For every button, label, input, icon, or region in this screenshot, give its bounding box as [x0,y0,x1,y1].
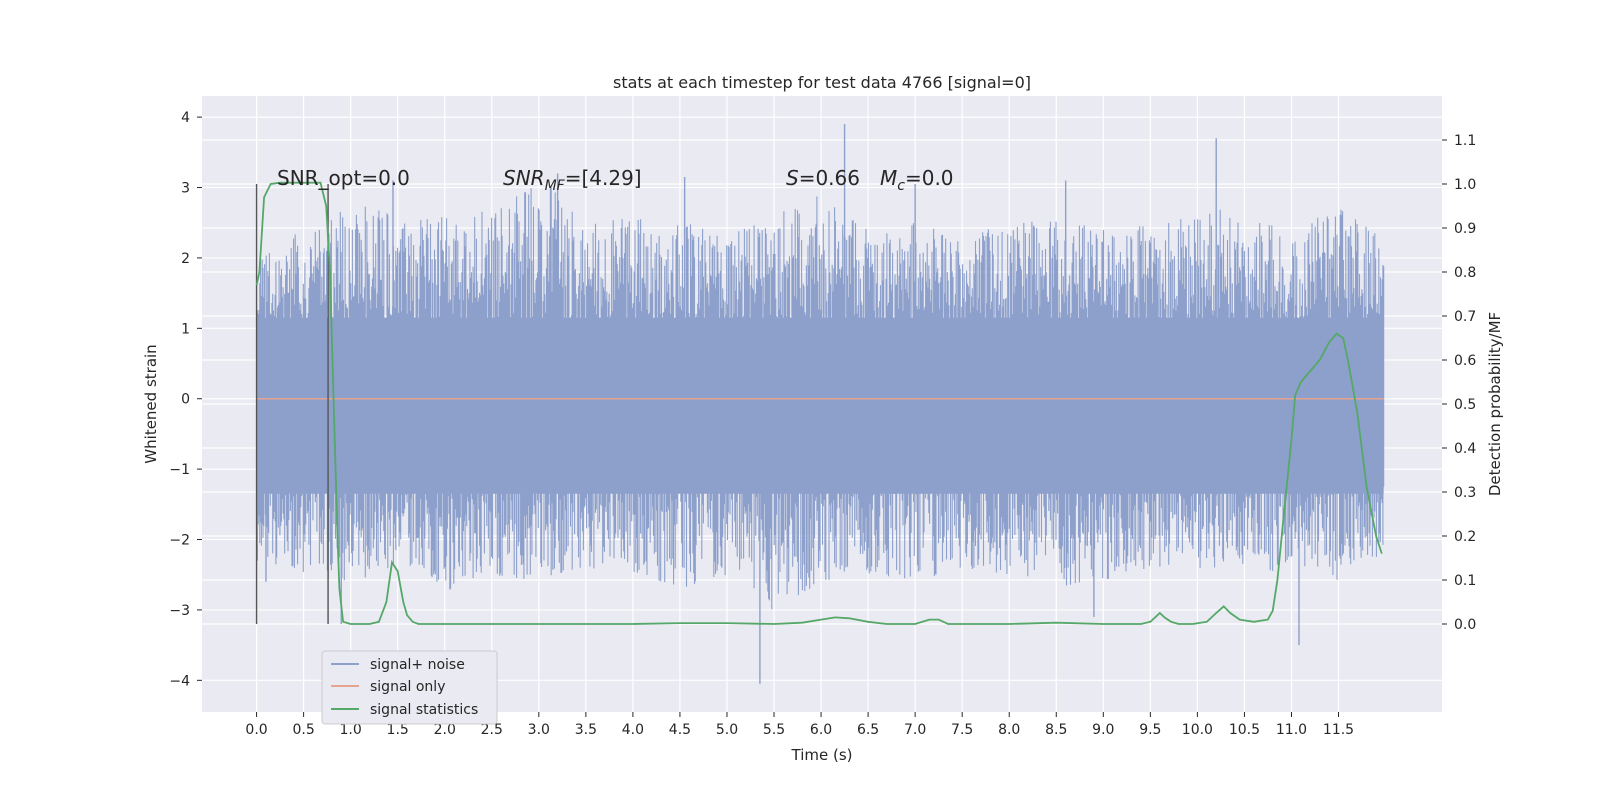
y2-tick-label: 1.0 [1454,177,1476,193]
x-tick-label: 1.0 [340,722,362,738]
legend-label-signal-statistics: signal statistics [370,702,478,718]
window-markers [255,184,329,624]
snr-mf-prefix: SNR [503,166,545,190]
y-tick-label: 0 [181,392,190,408]
y2-tick-label: 0.2 [1454,529,1476,545]
y2-axis-label: Detection probability/MF [1486,312,1504,496]
y-tick-label: −2 [169,533,190,549]
y-tick-label: 4 [181,110,190,126]
mc-value: =0.0 [905,166,954,190]
y-tick-label: −1 [169,462,190,478]
x-tick-label: 2.0 [434,722,456,738]
x-ticks: 0.0 0.5 1.0 1.5 2.0 2.5 3.0 3.5 4.0 4.5 5.0 5.5 6.0 6… [245,712,1354,738]
signal-statistics-line [255,181,1383,625]
x-tick-label: 7.5 [951,722,973,738]
legend: signal+ noise signal only signal statist… [321,650,498,725]
x-tick-label: 4.5 [669,722,691,738]
annotation-snr-opt: SNR_opt=0.0 [277,166,410,190]
legend-label-signal-only: signal only [370,679,445,695]
y2-ticks: 1.1 1.0 0.9 0.8 0.7 0.6 0.5 0.4 0.3 0.2 0.1 0.0 [1442,133,1476,633]
x-tick-label: 10.0 [1182,722,1213,738]
y2-tick-label: 0.1 [1454,573,1476,589]
s-value: =0.66 [799,166,860,190]
signal-noise-core [256,317,1384,494]
x-tick-label: 11.0 [1276,722,1307,738]
annotation-snr-mf: SNRMF=[4.29] [503,166,642,194]
y2-tick-label: 1.1 [1454,133,1476,149]
x-tick-label: 9.0 [1092,722,1114,738]
x-tick-label: 6.0 [810,722,832,738]
x-tick-label: 5.5 [763,722,785,738]
signal-noise-trace [256,124,1385,684]
y2-tick-label: 0.6 [1454,353,1476,369]
x-tick-label: 1.5 [387,722,409,738]
legend-box [321,650,498,725]
x-tick-label: 0.5 [292,722,314,738]
annotation-mc: Mc=0.0 [880,166,954,194]
y-tick-label: −4 [169,673,190,689]
annotation-s: S=0.66 [786,166,860,190]
y-ticks: 4 3 2 1 0 −1 −2 −3 −4 [169,110,202,689]
x-tick-label: 8.5 [1045,722,1067,738]
y-tick-label: 1 [181,321,190,337]
x-tick-label: 11.5 [1323,722,1354,738]
chart-title: stats at each timestep for test data 476… [613,73,1031,92]
x-axis-label: Time (s) [791,746,853,764]
mc-label: M [880,166,897,190]
s-label: S [786,166,799,190]
y-tick-label: 3 [181,181,190,197]
x-tick-label: 2.5 [481,722,503,738]
x-tick-label: 9.5 [1139,722,1161,738]
y2-tick-label: 0.8 [1454,265,1476,281]
snr-mf-subscript: MF [545,178,566,194]
x-tick-label: 7.0 [904,722,926,738]
x-tick-label: 8.0 [998,722,1020,738]
x-tick-label: 3.0 [528,722,550,738]
legend-label-signal-noise: signal+ noise [370,657,465,673]
y-axis-label: Whitened strain [142,344,160,463]
y-tick-label: −3 [169,603,190,619]
x-tick-label: 3.5 [575,722,597,738]
y2-tick-label: 0.7 [1454,309,1476,325]
x-tick-label: 0.0 [245,722,267,738]
y2-tick-label: 0.0 [1454,617,1476,633]
y2-tick-label: 0.4 [1454,441,1476,457]
y2-tick-label: 0.3 [1454,485,1476,501]
snr-mf-value: =[4.29] [565,166,642,190]
y2-tick-label: 0.5 [1454,397,1476,413]
mc-subscript: c [897,178,905,194]
x-tick-label: 5.0 [716,722,738,738]
x-tick-label: 4.0 [622,722,644,738]
x-tick-label: 10.5 [1229,722,1260,738]
y2-tick-label: 0.9 [1454,221,1476,237]
y-tick-label: 2 [181,251,190,267]
x-tick-label: 6.5 [857,722,879,738]
